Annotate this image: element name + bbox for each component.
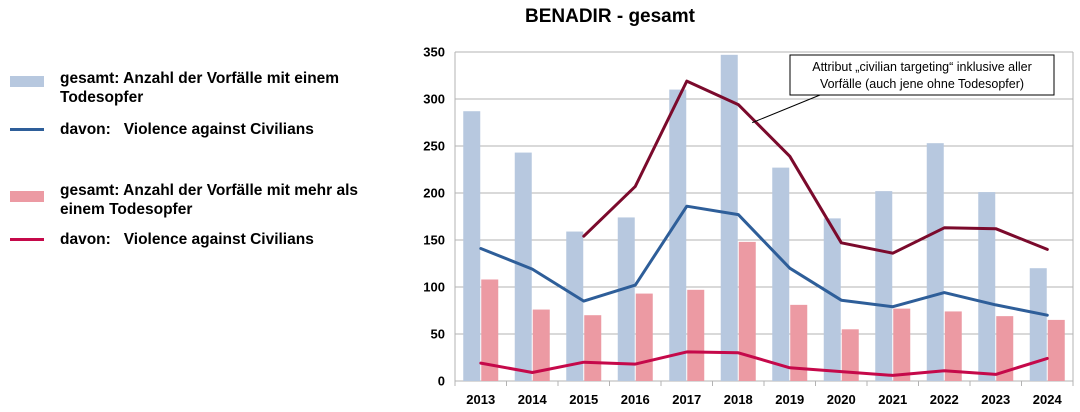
legend-swatch-blue-bar bbox=[10, 76, 44, 87]
legend-label: gesamt: Anzahl der Vorfälle mit mehr als… bbox=[60, 182, 359, 218]
annotation-callout bbox=[752, 94, 821, 124]
bar-single-fatality bbox=[566, 231, 584, 381]
x-tick-label: 2018 bbox=[724, 392, 753, 407]
y-tick-label: 300 bbox=[423, 92, 445, 107]
bar-multi-fatality bbox=[532, 309, 550, 381]
bar-single-fatality bbox=[875, 191, 893, 381]
y-tick-label: 200 bbox=[423, 186, 445, 201]
y-tick-label: 150 bbox=[423, 233, 445, 248]
plot-area bbox=[455, 52, 1073, 381]
annotation-box bbox=[789, 54, 1055, 96]
y-tick-label: 0 bbox=[438, 374, 445, 389]
bar-multi-fatality bbox=[790, 304, 808, 381]
x-tick-label: 2024 bbox=[1033, 392, 1063, 407]
bar-multi-fatality bbox=[738, 241, 756, 381]
line-red-civilians bbox=[479, 350, 1049, 377]
line-blue-civilians bbox=[479, 204, 1049, 317]
legend-label: davon: Violence against Civilians bbox=[60, 231, 314, 248]
legend-label: gesamt: Anzahl der Vorfälle mit einem To… bbox=[60, 70, 340, 106]
x-tick-label: 2016 bbox=[621, 392, 650, 407]
bar-multi-fatality bbox=[841, 329, 859, 381]
chart-title: BENADIR - gesamt bbox=[525, 6, 695, 27]
bar-single-fatality bbox=[823, 218, 841, 381]
annotation-text: Vorfälle (auch jene ohne Todesopfer) bbox=[820, 77, 1024, 91]
legend-label: davon: Violence against Civilians bbox=[60, 121, 314, 138]
x-tick-label: 2017 bbox=[672, 392, 701, 407]
bar-multi-fatality bbox=[893, 308, 911, 381]
x-tick-label: 2021 bbox=[878, 392, 907, 407]
x-tick-label: 2014 bbox=[518, 392, 548, 407]
bar-multi-fatality bbox=[635, 293, 653, 381]
y-tick-label: 250 bbox=[423, 139, 445, 154]
x-tick-label: 2022 bbox=[930, 392, 959, 407]
bar-single-fatality bbox=[720, 54, 738, 381]
bar-single-fatality bbox=[617, 217, 635, 381]
legend-swatch-red-line bbox=[10, 238, 44, 241]
x-tick-label: 2015 bbox=[569, 392, 598, 407]
annotation-text: Attribut „civilian targeting“ inklusive … bbox=[812, 60, 1032, 74]
y-tick-label: 350 bbox=[423, 45, 445, 60]
line-civilian-targeting bbox=[582, 79, 1049, 255]
bar-single-fatality bbox=[669, 89, 687, 381]
bar-single-fatality bbox=[926, 143, 944, 381]
x-tick-label: 2013 bbox=[466, 392, 495, 407]
bar-single-fatality bbox=[463, 111, 481, 381]
y-tick-label: 50 bbox=[431, 327, 445, 342]
bar-multi-fatality bbox=[481, 279, 499, 381]
bar-multi-fatality bbox=[944, 311, 962, 381]
bar-multi-fatality bbox=[1047, 319, 1065, 381]
bar-multi-fatality bbox=[687, 289, 705, 381]
x-tick-label: 2023 bbox=[981, 392, 1010, 407]
legend-swatch-blue-line bbox=[10, 128, 44, 131]
bar-multi-fatality bbox=[996, 316, 1014, 381]
bar-single-fatality bbox=[978, 192, 996, 381]
y-tick-label: 100 bbox=[423, 280, 445, 295]
bar-multi-fatality bbox=[584, 315, 602, 381]
x-tick-label: 2020 bbox=[827, 392, 856, 407]
legend-swatch-pink-bar bbox=[10, 191, 44, 202]
bar-single-fatality bbox=[772, 167, 790, 381]
x-tick-label: 2019 bbox=[775, 392, 804, 407]
bar-single-fatality bbox=[1029, 268, 1047, 381]
